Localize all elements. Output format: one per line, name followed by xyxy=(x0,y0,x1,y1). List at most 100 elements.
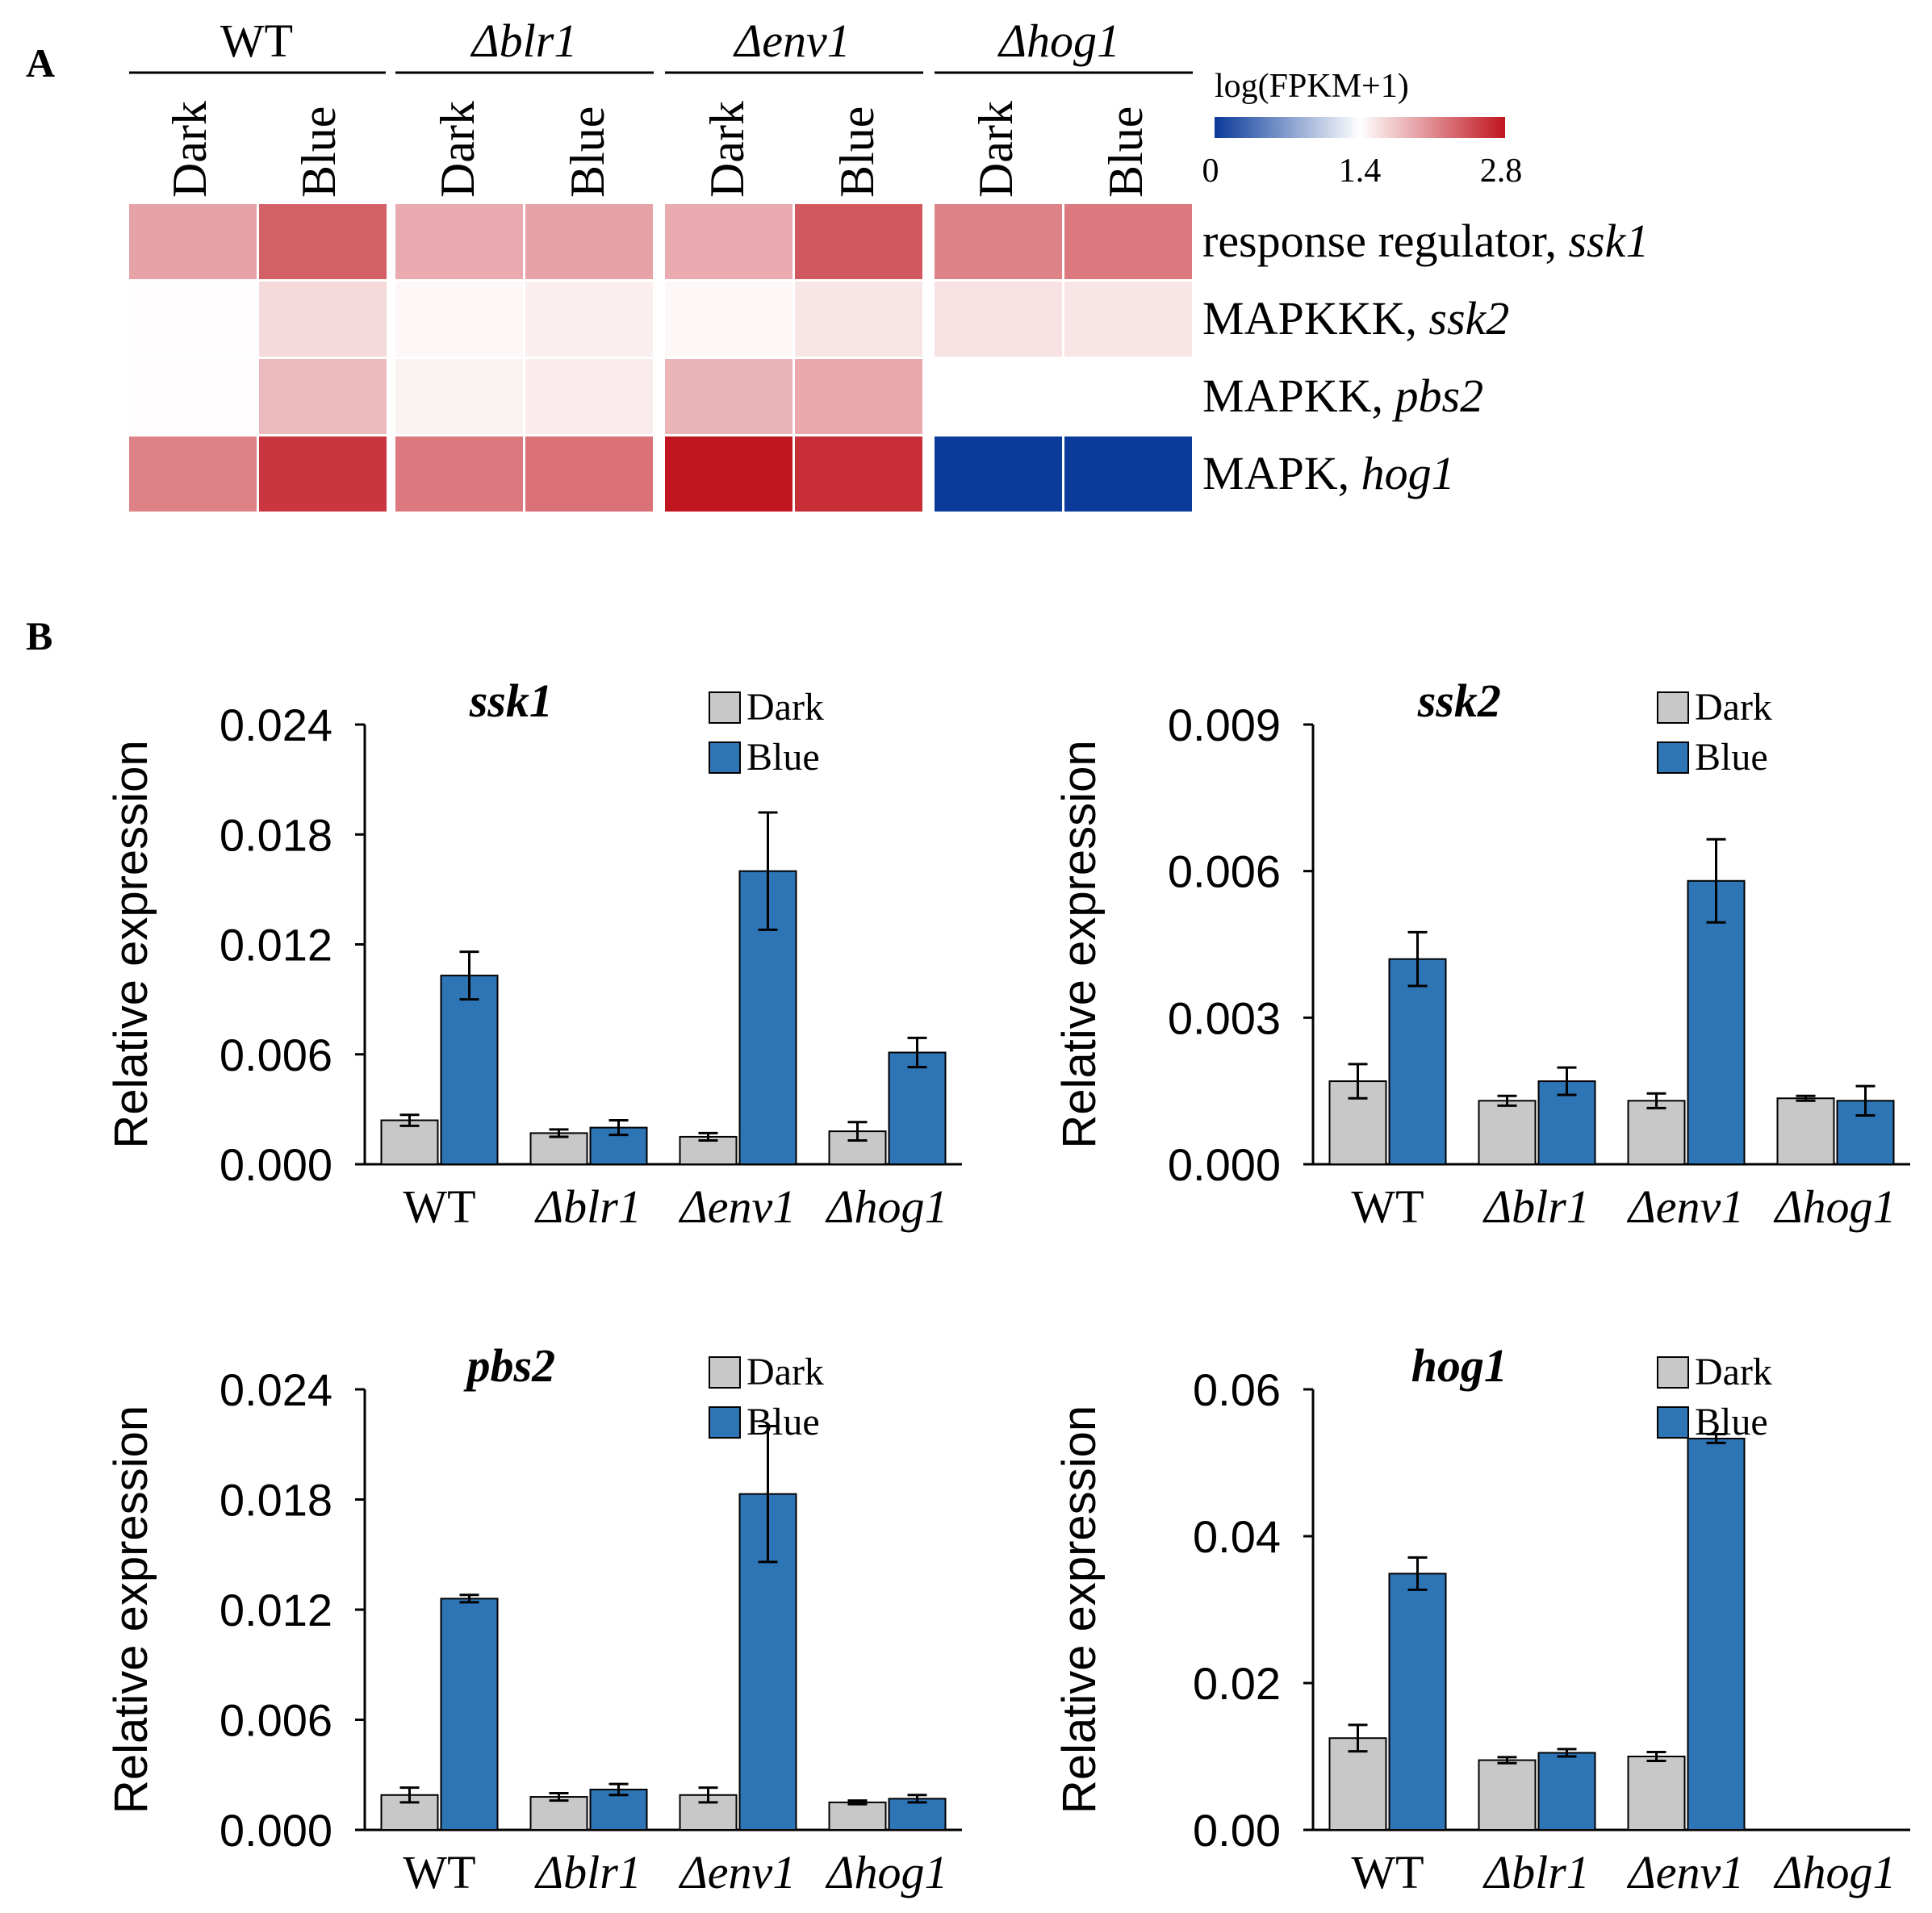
heatmap-cells xyxy=(129,204,1192,512)
heatmap-cell xyxy=(129,436,257,512)
legend-swatch-dark xyxy=(708,1356,741,1389)
legend-label-dark: Dark xyxy=(746,1351,824,1393)
bar-dark xyxy=(380,1119,439,1165)
y-tick-label: 0.02 xyxy=(1193,1658,1281,1709)
y-tick-label: 0.024 xyxy=(220,1364,332,1415)
heatmap-col-label: Dark xyxy=(969,101,1022,198)
colorbar-title: log(FPKM+1) xyxy=(1215,68,1409,105)
legend-swatch-dark xyxy=(708,691,741,724)
bar-blue xyxy=(1687,1437,1746,1831)
bar-dark xyxy=(529,1796,588,1832)
y-tick-label: 0.018 xyxy=(220,809,332,860)
heatmap-cell xyxy=(665,204,792,279)
legend-swatch-dark xyxy=(1656,691,1689,724)
y-tick-label: 0.006 xyxy=(220,1030,332,1080)
heatmap-cell xyxy=(665,282,792,357)
bar-dark xyxy=(828,1801,887,1831)
y-tick-label: 0.009 xyxy=(1168,700,1281,750)
heatmap-cell xyxy=(395,282,523,357)
heatmap-cell xyxy=(665,436,792,512)
y-tick-label: 0.012 xyxy=(220,1585,332,1635)
heatmap-cell xyxy=(795,282,922,357)
heatmap-cell xyxy=(1064,359,1192,434)
legend-label-blue: Blue xyxy=(746,1401,820,1443)
y-tick-label: 0.000 xyxy=(1168,1139,1281,1190)
y-tick-label: 0.006 xyxy=(1168,846,1281,897)
bar-dark xyxy=(529,1132,588,1166)
bar-chart-pbs2: 0.000 0.006 0.012 0.018 0.024 Relative expres… xyxy=(105,1339,962,1898)
heatmap-cell xyxy=(1064,282,1192,357)
heatmap-cell xyxy=(525,436,653,512)
heatmap-col-label: Dark xyxy=(700,101,754,198)
bar-chart-ssk1: 0.000 0.006 0.012 0.018 0.024 Relative expres… xyxy=(105,675,962,1233)
heatmap-group-label-env1: Δenv1 xyxy=(733,15,851,67)
y-tick-label: 0.000 xyxy=(220,1805,332,1856)
panel-b-label: B xyxy=(26,613,52,658)
heatmap-cell xyxy=(935,436,1062,512)
chart-title: hog1 xyxy=(1411,1339,1508,1392)
chart-title: ssk1 xyxy=(469,675,553,727)
heatmap-row-label: response regulator, ssk1 xyxy=(1202,215,1649,267)
heatmap-cell xyxy=(259,282,387,357)
heatmap-cell xyxy=(525,282,653,357)
legend-label-dark: Dark xyxy=(1695,686,1772,729)
heatmap-cell xyxy=(935,204,1062,279)
bar-dark xyxy=(1776,1097,1835,1165)
heatmap-cell xyxy=(525,359,653,434)
heatmap-cell xyxy=(525,204,653,279)
legend-swatch-blue xyxy=(708,1406,741,1439)
x-tick-label: Δhog1 xyxy=(1773,1846,1896,1898)
x-tick-label: WT xyxy=(1351,1846,1424,1898)
y-tick-label: 0.018 xyxy=(220,1475,332,1526)
x-tick-label: Δblr1 xyxy=(534,1846,642,1898)
heatmap-cell xyxy=(395,359,523,434)
heatmap-cell xyxy=(1064,436,1192,512)
y-tick-label: 0.003 xyxy=(1168,992,1281,1043)
heatmap-row-label: MAPKK, pbs2 xyxy=(1202,370,1483,422)
x-tick-label: Δenv1 xyxy=(679,1846,797,1898)
bar-charts: 0.000 0.006 0.012 0.018 0.024 Relative expres… xyxy=(105,675,1910,1898)
heatmap-group-label-wt: WT xyxy=(220,15,293,67)
heatmap-cell xyxy=(259,204,387,279)
y-tick-label: 0.000 xyxy=(220,1139,332,1190)
heatmap-col-label: Dark xyxy=(431,101,484,198)
bar-blue xyxy=(888,1051,947,1165)
heatmap-cell xyxy=(259,436,387,512)
heatmap-cell xyxy=(129,204,257,279)
x-tick-label: WT xyxy=(1351,1180,1424,1233)
y-tick-label: 0.06 xyxy=(1193,1364,1281,1415)
x-tick-label: Δblr1 xyxy=(1482,1180,1590,1233)
heatmap-cell xyxy=(935,282,1062,357)
heatmap-col-label: Blue xyxy=(292,107,345,198)
legend-label-blue: Blue xyxy=(1695,736,1768,779)
bar-dark xyxy=(1478,1100,1537,1166)
y-tick-label: 0.00 xyxy=(1193,1805,1281,1856)
bar-blue xyxy=(440,975,499,1165)
bar-dark xyxy=(1627,1100,1686,1166)
heatmap-cell xyxy=(259,359,387,434)
x-tick-label: Δenv1 xyxy=(1627,1180,1745,1233)
bar-dark xyxy=(1478,1759,1537,1832)
colorbar-tick-label: 2.8 xyxy=(1480,152,1523,190)
colorbar xyxy=(1215,117,1505,138)
bar-dark xyxy=(1627,1756,1686,1831)
heatmap-col-label: Blue xyxy=(1099,107,1152,198)
chart-title: pbs2 xyxy=(463,1339,556,1392)
bar-chart-hog1: 0.00 0.02 0.04 0.06 Relative expression hog1 D… xyxy=(1053,1339,1910,1898)
heatmap-col-label: Blue xyxy=(561,107,614,198)
panel-a-label: A xyxy=(26,40,55,86)
heatmap-row-label: MAPKKK, ssk2 xyxy=(1202,292,1509,345)
y-tick-label: 0.012 xyxy=(220,920,332,971)
y-tick-label: 0.04 xyxy=(1193,1511,1281,1562)
bar-chart-ssk2: 0.000 0.003 0.006 0.009 Relative expression s… xyxy=(1053,675,1910,1233)
heatmap-col-label: Dark xyxy=(163,101,216,198)
bar-blue xyxy=(1537,1752,1596,1831)
legend-label-blue: Blue xyxy=(746,736,820,779)
x-tick-label: Δblr1 xyxy=(534,1180,642,1233)
legend-swatch-blue xyxy=(708,741,741,774)
heatmap-col-label: Blue xyxy=(830,107,884,198)
bar-blue xyxy=(1687,879,1746,1166)
heatmap-group-label-blr1: Δblr1 xyxy=(470,15,578,67)
legend-swatch-blue xyxy=(1656,1406,1689,1439)
